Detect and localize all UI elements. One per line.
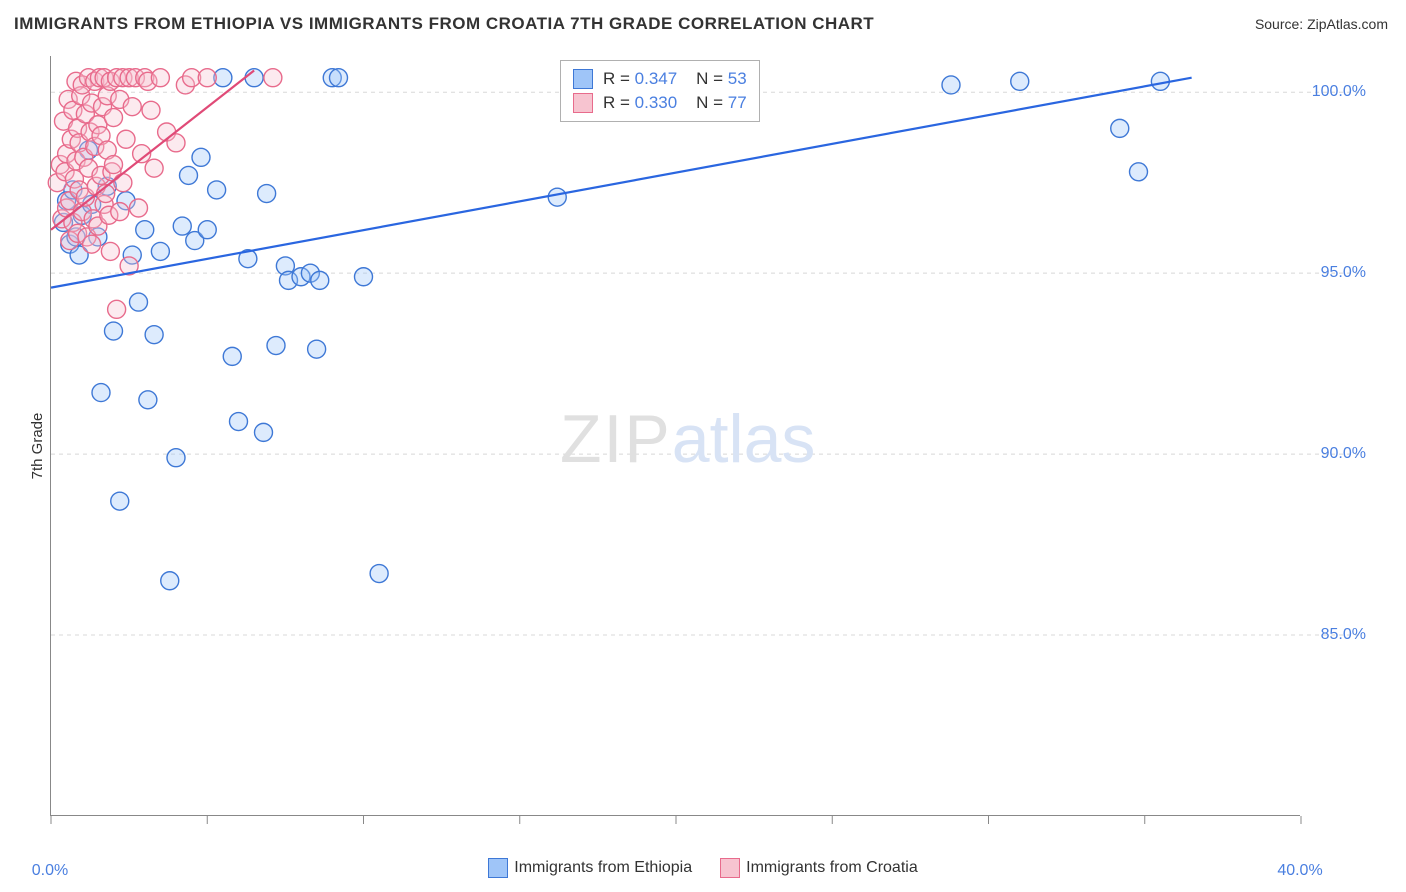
correlation-legend: R = 0.347 N = 53 R = 0.330 N = 77 [560, 60, 760, 122]
legend-swatch-icon [488, 858, 508, 878]
correlation-row: R = 0.347 N = 53 [573, 67, 747, 91]
legend-item: Immigrants from Ethiopia [488, 858, 692, 878]
y-axis-label: 7th Grade [29, 413, 46, 480]
y-tick-label: 90.0% [1321, 445, 1366, 463]
correlation-text: R = 0.347 N = 53 [603, 69, 747, 89]
plot-area [50, 56, 1300, 816]
x-tick-label: 0.0% [32, 862, 68, 880]
series-legend: Immigrants from Ethiopia Immigrants from … [0, 858, 1406, 878]
source-attribution: Source: ZipAtlas.com [1255, 16, 1388, 32]
legend-swatch-icon [720, 858, 740, 878]
correlation-row: R = 0.330 N = 77 [573, 91, 747, 115]
chart-header: IMMIGRANTS FROM ETHIOPIA VS IMMIGRANTS F… [0, 0, 1406, 45]
legend-label: Immigrants from Croatia [746, 859, 918, 876]
legend-swatch-icon [573, 69, 593, 89]
correlation-text: R = 0.330 N = 77 [603, 93, 747, 113]
legend-label: Immigrants from Ethiopia [514, 859, 692, 876]
y-tick-label: 100.0% [1312, 83, 1366, 101]
legend-swatch-icon [573, 93, 593, 113]
scatter-svg [51, 56, 1301, 816]
y-tick-label: 85.0% [1321, 626, 1366, 644]
y-tick-label: 95.0% [1321, 264, 1366, 282]
x-tick-label: 40.0% [1277, 862, 1322, 880]
chart-title: IMMIGRANTS FROM ETHIOPIA VS IMMIGRANTS F… [14, 14, 874, 34]
legend-item: Immigrants from Croatia [720, 858, 918, 878]
